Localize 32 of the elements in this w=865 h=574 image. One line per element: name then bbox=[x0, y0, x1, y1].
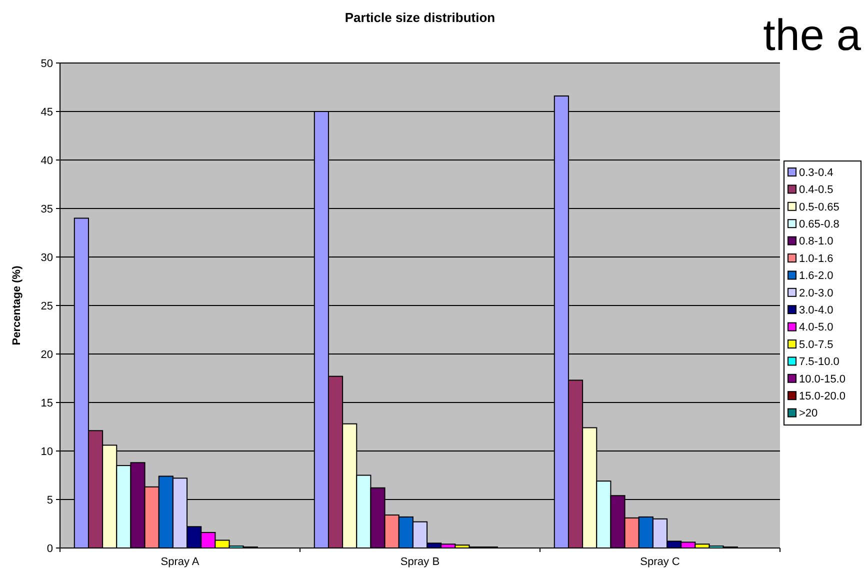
legend-label: 0.65-0.8 bbox=[799, 218, 840, 230]
legend-label: 3.0-4.0 bbox=[799, 304, 834, 316]
chart-title: Particle size distribution bbox=[344, 10, 496, 25]
legend-label: 15.0-20.0 bbox=[799, 390, 846, 402]
y-tick-label: 10 bbox=[40, 446, 53, 458]
legend-label: 0.5-0.65 bbox=[799, 201, 840, 214]
y-tick-label: 30 bbox=[40, 252, 53, 264]
legend-label: 1.6-2.0 bbox=[799, 270, 834, 282]
legend-label: 0.3-0.4 bbox=[799, 166, 834, 179]
y-tick-label: 0 bbox=[46, 542, 53, 555]
x-tick-label: Spray B bbox=[400, 556, 440, 568]
legend-label: 7.5-10.0 bbox=[799, 356, 840, 368]
legend-label: >20 bbox=[799, 408, 818, 420]
y-tick-label: 45 bbox=[40, 106, 53, 118]
y-tick-label: 5 bbox=[46, 494, 53, 506]
legend-label: 0.8-1.0 bbox=[799, 236, 834, 248]
legend-label: 10.0-15.0 bbox=[799, 373, 846, 386]
y-tick-label: 40 bbox=[40, 154, 53, 167]
text: the a bbox=[763, 11, 862, 60]
legend-label: 0.4-0.5 bbox=[799, 184, 834, 196]
x-tick-label: Spray C bbox=[640, 556, 680, 568]
y-axis-title: Percentage (%) bbox=[11, 265, 23, 346]
legend-label: 5.0-7.5 bbox=[799, 338, 834, 351]
y-tick-label: 15 bbox=[40, 397, 53, 410]
y-tick-label: 20 bbox=[40, 348, 53, 361]
legend-label: 4.0-5.0 bbox=[799, 322, 834, 334]
y-tick-label: 50 bbox=[40, 58, 53, 70]
x-tick-label: Spray A bbox=[160, 556, 200, 568]
legend-label: 2.0-3.0 bbox=[799, 287, 834, 300]
y-tick-label: 25 bbox=[40, 300, 53, 312]
y-tick-label: 35 bbox=[40, 203, 53, 216]
legend-label: 1.0-1.6 bbox=[799, 252, 834, 265]
